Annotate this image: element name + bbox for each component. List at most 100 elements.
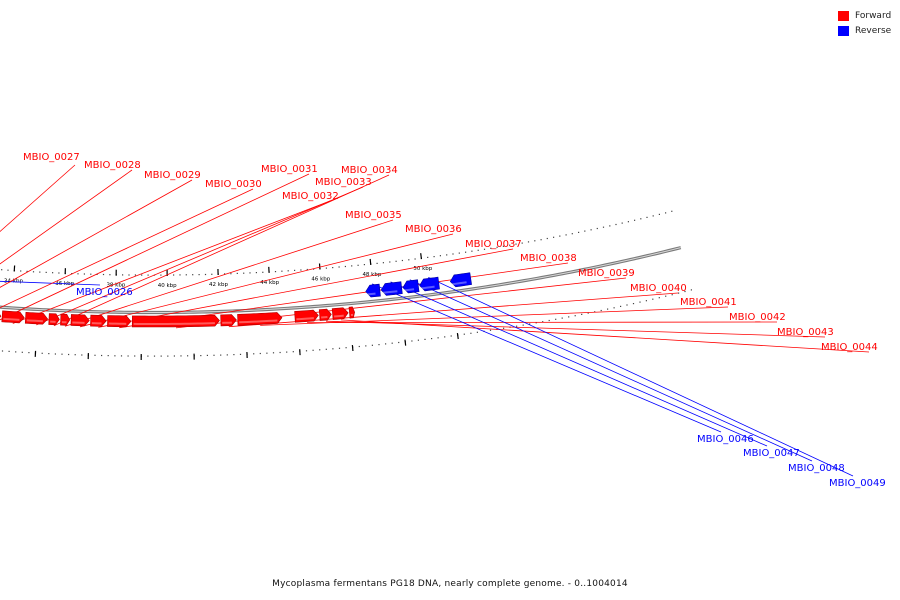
tick-dot-inner <box>160 274 162 276</box>
gene-label[interactable]: MBIO_0048 <box>788 463 845 474</box>
tick-dot-inner <box>351 265 353 267</box>
tick-dot-inner <box>128 274 130 276</box>
tick-dot-inner <box>382 262 384 264</box>
tick-dot-outer <box>522 324 524 326</box>
gene-mbio-0041[interactable] <box>237 312 283 326</box>
tick-dot-outer <box>371 344 373 346</box>
tick-label: 44 kbp <box>260 280 279 286</box>
tick-dot-outer <box>325 348 327 350</box>
gene-label[interactable]: MBIO_0040 <box>630 283 687 294</box>
leader-line <box>0 164 76 233</box>
gene-label[interactable]: MBIO_0039 <box>578 268 635 279</box>
gene-label[interactable]: MBIO_0037 <box>465 239 522 250</box>
gene-mbio-0037[interactable] <box>90 314 107 327</box>
gene-label[interactable]: MBIO_0032 <box>282 191 339 202</box>
tick-dot-outer <box>684 290 686 293</box>
legend-label-reverse: Reverse <box>855 25 892 36</box>
legend-item-reverse: Reverse <box>838 23 891 38</box>
tick-label: 38 kbp <box>106 283 125 289</box>
tick-dot-inner <box>58 272 60 274</box>
tick-dot-outer <box>292 351 294 353</box>
tick-label: 36 kbp <box>55 281 74 287</box>
gene-label[interactable]: MBIO_0028 <box>84 160 141 171</box>
gene-label[interactable]: MBIO_0038 <box>520 253 577 264</box>
gene-mbio-0031[interactable] <box>0 310 2 322</box>
gene-label[interactable]: MBIO_0035 <box>345 210 402 221</box>
tick-dot-inner <box>634 219 636 221</box>
tick-dot-inner <box>414 258 416 260</box>
leader-line <box>12 200 331 324</box>
tick-dot-inner <box>313 268 315 270</box>
leader-line <box>53 174 390 327</box>
gene-mbio-0044[interactable] <box>331 307 349 320</box>
tick-dot-outer <box>626 304 628 306</box>
tick-dot-outer <box>587 312 589 314</box>
tick-dot-outer <box>127 355 129 357</box>
tick-dot-outer <box>114 355 116 357</box>
gene-label[interactable]: MBIO_0043 <box>777 327 834 338</box>
gene-label[interactable]: MBIO_0029 <box>144 170 201 181</box>
tick-dot-inner <box>590 229 592 231</box>
gene-label[interactable]: MBIO_0046 <box>697 434 754 445</box>
tick-dot-inner <box>477 249 479 251</box>
tick-dot-inner <box>300 269 302 271</box>
gene-mbio-0042[interactable] <box>294 309 319 323</box>
tick-dot-outer <box>561 317 563 319</box>
gene-label[interactable]: MBIO_0034 <box>341 165 398 176</box>
gene-mbio-0036[interactable] <box>70 314 90 327</box>
gene-unlabeled[interactable] <box>449 272 472 288</box>
gene-mbio-0048[interactable] <box>402 279 420 294</box>
gene-mbio-0043[interactable] <box>318 308 332 321</box>
tick-dot-outer <box>365 345 367 347</box>
gene-label[interactable]: MBIO_0027 <box>23 152 80 163</box>
gene-unlabeled[interactable] <box>348 306 355 319</box>
gene-label[interactable]: MBIO_0042 <box>729 312 786 323</box>
gene-label[interactable]: MBIO_0030 <box>205 179 262 190</box>
tick-dot-outer <box>555 318 557 320</box>
leader-line <box>428 277 854 477</box>
tick-dot-inner <box>224 273 226 275</box>
gene-label[interactable]: MBIO_0026 <box>76 287 133 298</box>
tick-dot-outer <box>671 294 673 296</box>
gene-label[interactable]: MBIO_0031 <box>261 164 318 175</box>
tick-dot-inner <box>122 274 124 276</box>
tick-dot-inner <box>1 269 3 271</box>
leader-line <box>64 219 394 327</box>
major-tick-inner <box>369 258 372 265</box>
gene-mbio-0040[interactable] <box>220 314 237 327</box>
tick-dot-outer <box>266 352 268 354</box>
gene-label[interactable]: MBIO_0044 <box>821 342 878 353</box>
gene-mbio-0039[interactable] <box>131 314 220 328</box>
tick-dot-outer <box>187 355 189 357</box>
gene-mbio-0033[interactable] <box>24 311 49 325</box>
gene-label[interactable]: MBIO_0036 <box>405 224 462 235</box>
gene-mbio-0034[interactable] <box>48 313 60 326</box>
genome-backbone <box>0 246 682 315</box>
tick-dot-inner <box>527 241 530 243</box>
leader-line <box>0 188 254 309</box>
gene-highlight <box>404 288 415 292</box>
tick-dot-inner <box>338 266 340 268</box>
gene-mbio-0032[interactable] <box>1 310 25 324</box>
tick-dot-inner <box>39 271 41 273</box>
gene-label[interactable]: MBIO_0041 <box>680 297 737 308</box>
tick-dot-inner <box>534 240 536 242</box>
tick-dot-inner <box>408 259 410 261</box>
gene-mbio-0035[interactable] <box>60 313 71 326</box>
gene-mbio-0049[interactable] <box>419 276 440 292</box>
gene-highlight <box>133 322 215 325</box>
tick-dot-inner <box>52 272 54 274</box>
gene-label[interactable]: MBIO_0049 <box>829 478 886 489</box>
tick-dot-inner <box>204 273 207 276</box>
gene-mbio-0046[interactable] <box>365 283 381 298</box>
tick-dot-outer <box>1 350 4 352</box>
tick-dot-inner <box>621 222 623 224</box>
gene-label[interactable]: MBIO_0033 <box>315 177 372 188</box>
tick-dot-outer <box>398 341 400 344</box>
gene-mbio-0038[interactable] <box>107 315 132 328</box>
gene-label[interactable]: MBIO_0047 <box>743 448 800 459</box>
tick-dot-inner <box>389 261 391 263</box>
gene-mbio-0047[interactable] <box>380 281 403 296</box>
tick-dot-inner <box>546 237 548 240</box>
tick-dot-outer <box>690 289 692 291</box>
